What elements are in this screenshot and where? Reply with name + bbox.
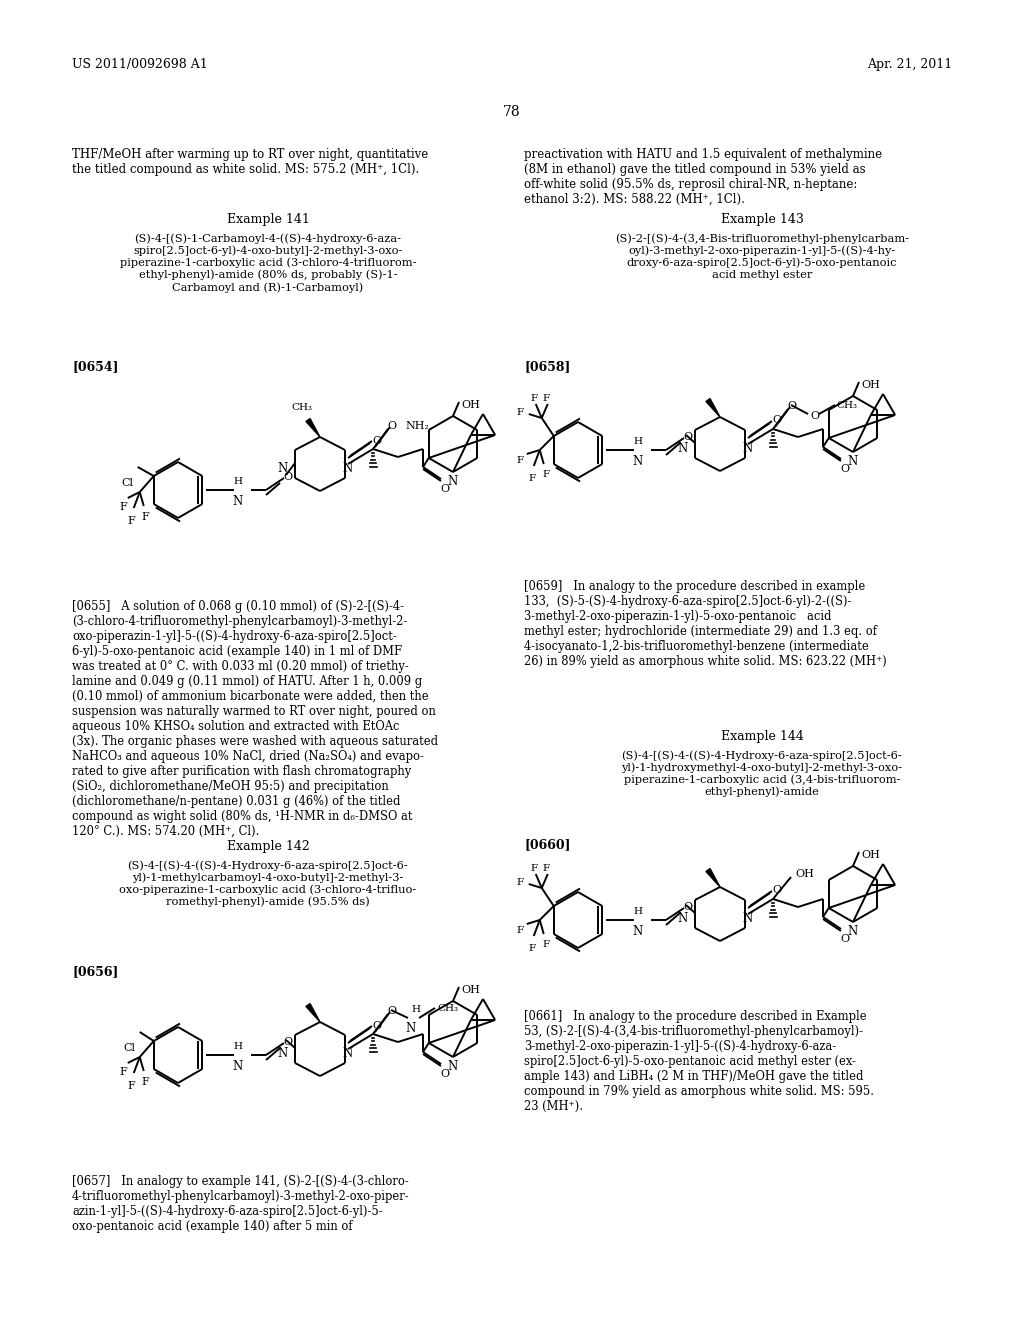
Text: N: N	[742, 442, 753, 455]
Text: O: O	[772, 414, 781, 425]
Text: F: F	[542, 393, 549, 403]
Text: N: N	[742, 912, 753, 925]
Text: OH: OH	[461, 985, 480, 995]
Text: OH: OH	[861, 380, 880, 389]
Text: [0659]   In analogy to the procedure described in example
133,  (S)-5-(S)-4-hydr: [0659] In analogy to the procedure descr…	[524, 579, 887, 668]
Text: F: F	[128, 516, 135, 525]
Polygon shape	[706, 399, 720, 417]
Text: F: F	[542, 940, 549, 949]
Text: H: H	[634, 437, 642, 446]
Text: N: N	[633, 455, 643, 469]
Text: N: N	[447, 1060, 458, 1073]
Text: CH₃: CH₃	[292, 403, 312, 412]
Text: F: F	[516, 455, 523, 465]
Text: H: H	[233, 1041, 243, 1051]
Text: F: F	[128, 1081, 135, 1092]
Text: O: O	[787, 401, 797, 411]
Text: F: F	[528, 944, 536, 953]
Text: 78: 78	[503, 106, 521, 119]
Text: F: F	[530, 865, 538, 873]
Text: (S)-4-[(S)-4-((S)-4-Hydroxy-6-aza-spiro[2.5]oct-6-
yl)-1-methylcarbamoyl-4-oxo-b: (S)-4-[(S)-4-((S)-4-Hydroxy-6-aza-spiro[…	[120, 861, 417, 907]
Text: [0661]   In analogy to the procedure described in Example
53, (S)-2-[(S)-4-(3,4-: [0661] In analogy to the procedure descr…	[524, 1010, 874, 1113]
Text: O: O	[373, 1020, 382, 1031]
Text: Example 142: Example 142	[226, 840, 309, 853]
Text: CH₃: CH₃	[836, 401, 857, 411]
Text: [0658]: [0658]	[524, 360, 570, 374]
Text: THF/MeOH after warming up to RT over night, quantitative
the titled compound as : THF/MeOH after warming up to RT over nig…	[72, 148, 428, 176]
Text: O: O	[683, 432, 692, 442]
Text: O: O	[440, 484, 450, 494]
Text: NH₂: NH₂	[406, 421, 429, 432]
Text: O: O	[683, 902, 692, 912]
Text: [0655]   A solution of 0.068 g (0.10 mmol) of (S)-2-[(S)-4-
(3-chloro-4-trifluor: [0655] A solution of 0.068 g (0.10 mmol)…	[72, 601, 438, 838]
Text: [0657]   In analogy to example 141, (S)-2-[(S)-4-(3-chloro-
4-trifluoromethyl-ph: [0657] In analogy to example 141, (S)-2-…	[72, 1175, 410, 1233]
Text: O: O	[387, 1006, 396, 1016]
Polygon shape	[306, 418, 319, 437]
Text: F: F	[516, 878, 523, 887]
Text: Example 143: Example 143	[721, 213, 804, 226]
Text: Apr. 21, 2011: Apr. 21, 2011	[866, 58, 952, 71]
Text: N: N	[678, 912, 688, 925]
Text: OH: OH	[861, 850, 880, 861]
Text: N: N	[232, 1060, 243, 1073]
Text: F: F	[142, 512, 150, 521]
Text: O: O	[284, 473, 293, 482]
Text: F: F	[528, 474, 536, 483]
Text: Example 144: Example 144	[721, 730, 804, 743]
Text: F: F	[516, 927, 523, 935]
Text: (S)-2-[(S)-4-(3,4-Bis-trifluoromethyl-phenylcarbam-
oyl)-3-methyl-2-oxo-piperazi: (S)-2-[(S)-4-(3,4-Bis-trifluoromethyl-ph…	[615, 234, 909, 280]
Text: N: N	[678, 442, 688, 455]
Text: N: N	[232, 495, 243, 508]
Text: [0656]: [0656]	[72, 965, 119, 978]
Text: [0654]: [0654]	[72, 360, 119, 374]
Text: Example 141: Example 141	[226, 213, 309, 226]
Text: [0660]: [0660]	[524, 838, 570, 851]
Text: (S)-4-[(S)-4-((S)-4-Hydroxy-6-aza-spiro[2.5]oct-6-
yl)-1-hydroxymethyl-4-oxo-but: (S)-4-[(S)-4-((S)-4-Hydroxy-6-aza-spiro[…	[622, 750, 902, 797]
Text: F: F	[542, 865, 549, 873]
Text: N: N	[848, 925, 858, 939]
Text: F: F	[120, 1067, 128, 1077]
Polygon shape	[306, 1003, 319, 1022]
Text: H: H	[634, 907, 642, 916]
Text: H: H	[233, 477, 243, 486]
Text: US 2011/0092698 A1: US 2011/0092698 A1	[72, 58, 208, 71]
Text: N: N	[343, 462, 353, 475]
Text: F: F	[142, 1077, 150, 1086]
Text: O: O	[387, 421, 396, 432]
Text: O: O	[841, 935, 850, 944]
Text: O: O	[284, 1038, 293, 1047]
Text: H: H	[411, 1005, 420, 1014]
Text: O: O	[810, 411, 819, 421]
Text: OH: OH	[461, 400, 480, 411]
Text: F: F	[542, 470, 549, 479]
Text: Cl: Cl	[124, 1043, 136, 1053]
Text: N: N	[278, 462, 288, 475]
Text: N: N	[406, 1022, 416, 1035]
Text: O: O	[772, 884, 781, 895]
Text: O: O	[841, 465, 850, 474]
Text: F: F	[530, 393, 538, 403]
Text: O: O	[440, 1069, 450, 1078]
Text: (S)-4-[(S)-1-Carbamoyl-4-((S)-4-hydroxy-6-aza-
spiro[2.5]oct-6-yl)-4-oxo-butyl]-: (S)-4-[(S)-1-Carbamoyl-4-((S)-4-hydroxy-…	[120, 234, 416, 293]
Text: OH: OH	[795, 869, 814, 879]
Text: CH₃: CH₃	[437, 1005, 458, 1012]
Text: N: N	[278, 1047, 288, 1060]
Text: N: N	[848, 455, 858, 469]
Text: N: N	[633, 925, 643, 939]
Text: N: N	[447, 475, 458, 488]
Polygon shape	[706, 869, 720, 887]
Text: O: O	[373, 436, 382, 446]
Text: N: N	[343, 1047, 353, 1060]
Text: F: F	[516, 408, 523, 417]
Text: F: F	[120, 502, 128, 512]
Text: Cl: Cl	[122, 478, 134, 488]
Text: preactivation with HATU and 1.5 equivalent of methalymine
(8M in ethanol) gave t: preactivation with HATU and 1.5 equivale…	[524, 148, 882, 206]
